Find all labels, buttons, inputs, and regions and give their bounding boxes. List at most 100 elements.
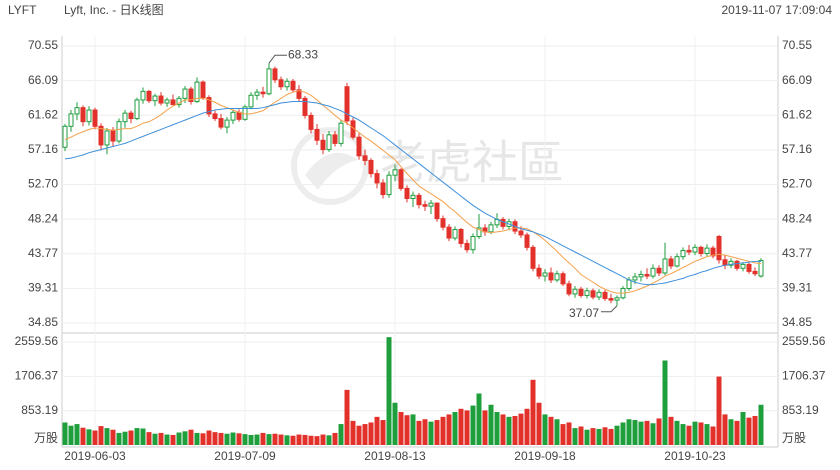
y-tick-label-right: 34.85 <box>782 315 812 329</box>
volume-bar <box>716 376 722 445</box>
candle-body <box>140 90 146 101</box>
volume-bar <box>554 419 560 445</box>
volume-bar <box>104 428 110 445</box>
candle-body <box>590 290 596 298</box>
volume-bar <box>398 412 404 445</box>
volume-bar <box>338 424 344 445</box>
candle-body <box>734 260 740 269</box>
y-tick-label-right: 48.24 <box>782 211 812 225</box>
volume-bar <box>344 389 350 445</box>
volume-bar <box>134 428 140 445</box>
volume-bar <box>194 432 200 445</box>
candle-body <box>116 121 122 142</box>
candle-body <box>674 256 680 267</box>
candle-body <box>62 125 68 148</box>
candle-body <box>212 113 218 120</box>
volume-bar <box>488 404 494 445</box>
volume-bar <box>758 404 764 445</box>
volume-bar <box>740 412 746 445</box>
volume-tick-label: 853.19 <box>21 403 58 417</box>
volume-bar <box>170 434 176 445</box>
volume-bar <box>584 429 590 445</box>
candle-body <box>530 246 536 269</box>
candle-body <box>308 114 314 130</box>
volume-bar <box>650 423 656 445</box>
candle-body <box>656 267 662 274</box>
candle-body <box>488 224 494 233</box>
x-tick-label: 2019-10-23 <box>664 449 726 463</box>
watermark-text: 老虎社區 <box>380 136 564 190</box>
volume-bar <box>506 416 512 445</box>
candle-body <box>632 276 638 281</box>
candle-body <box>614 297 620 301</box>
low-label: 37.07 <box>569 306 599 320</box>
candle-body <box>728 260 734 266</box>
y-tick-label-right: 66.09 <box>782 73 812 87</box>
candle-body <box>338 122 344 144</box>
volume-tick-label-right: 2559.56 <box>782 334 826 348</box>
volume-bar <box>386 337 392 445</box>
volume-bar <box>566 422 572 445</box>
volume-bar <box>470 405 476 445</box>
y-tick-label: 57.16 <box>28 142 58 156</box>
candle-body <box>542 272 548 277</box>
volume-bar <box>320 434 326 445</box>
volume-bar <box>182 431 188 445</box>
volume-bar <box>236 433 242 445</box>
y-tick-label: 61.62 <box>28 107 58 121</box>
candle-body <box>560 273 566 285</box>
volume-bar <box>668 416 674 445</box>
candle-body <box>458 229 464 244</box>
candle-body <box>638 274 644 278</box>
volume-bar <box>206 430 212 445</box>
candle-body <box>164 99 170 104</box>
volume-bar <box>536 402 542 445</box>
volume-bar <box>86 429 92 445</box>
candle-body <box>452 229 458 239</box>
volume-bar <box>728 419 734 445</box>
volume-bar <box>434 420 440 445</box>
volume-bar <box>152 433 158 445</box>
candle-body <box>680 249 686 258</box>
candle-body <box>302 97 308 116</box>
y-tick-label: 52.70 <box>28 177 58 191</box>
volume-bar <box>626 419 632 445</box>
candle-body <box>362 155 368 161</box>
candle-body <box>230 111 236 121</box>
y-tick-label: 66.09 <box>28 73 58 87</box>
candle-body <box>254 91 260 96</box>
moving-average <box>64 90 762 294</box>
volume-bar <box>110 429 116 445</box>
volume-bar <box>242 434 248 445</box>
volume-bar <box>500 414 506 445</box>
candle-body <box>434 202 440 220</box>
candle-body <box>260 91 266 95</box>
volume-bar <box>80 427 86 445</box>
volume-bar <box>704 424 710 445</box>
volume-bar <box>602 427 608 445</box>
x-tick-label: 2019-08-13 <box>364 449 426 463</box>
y-tick-label-right: 52.70 <box>782 177 812 191</box>
candle-body <box>248 94 254 108</box>
volume-bar <box>620 422 626 445</box>
volume-bar <box>158 432 164 445</box>
volume-tick-label-right: 1706.37 <box>782 369 826 383</box>
candle-body <box>398 169 404 189</box>
volume-bar <box>482 410 488 445</box>
volume-bar <box>656 418 662 445</box>
candle-body <box>650 267 656 277</box>
volume-bar <box>578 426 584 445</box>
candle-body <box>584 290 590 296</box>
volume-tick-label: 2559.56 <box>15 334 59 348</box>
volume-bar <box>200 433 206 445</box>
volume-bar <box>530 379 536 445</box>
candle-body <box>188 88 194 102</box>
volume-bar <box>218 432 224 445</box>
volume-bar <box>284 435 290 445</box>
high-label: 68.33 <box>288 47 318 61</box>
candle-body <box>524 234 530 248</box>
volume-bar <box>518 413 524 445</box>
candle-body <box>554 273 560 281</box>
volume-bar <box>722 414 728 445</box>
